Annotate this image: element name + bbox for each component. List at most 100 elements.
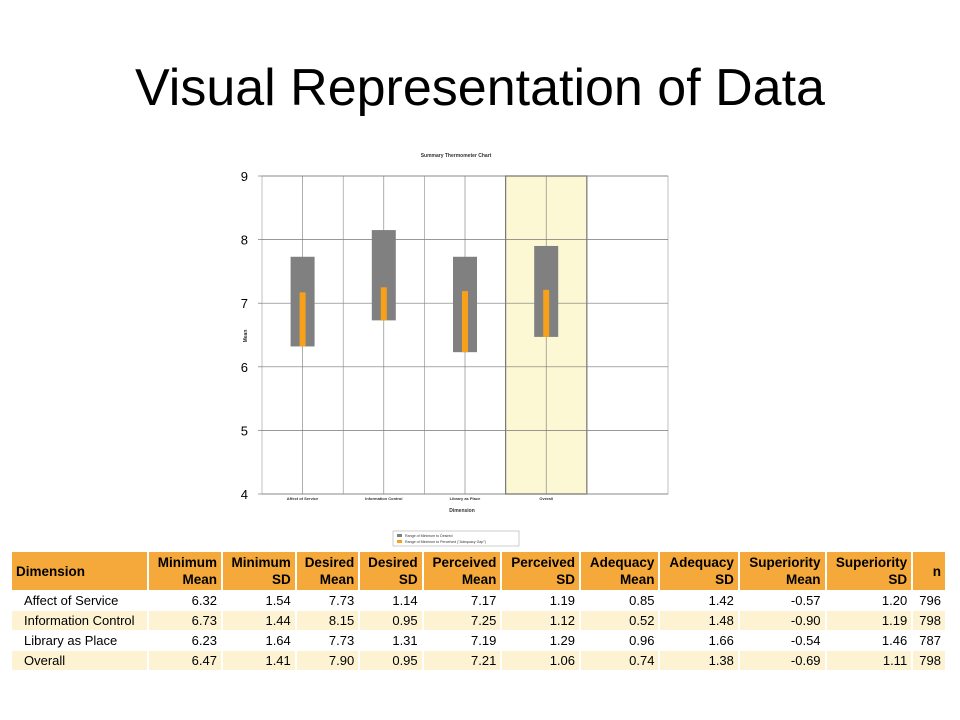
legend-label-min-desired: Range of Minimum to Desired — [405, 534, 453, 538]
x-tick-label-affect-of-service: Affect of Service — [287, 496, 319, 501]
legend-swatch-min-desired — [397, 534, 402, 537]
table-cell: -0.57 — [739, 591, 825, 610]
table-cell: 1.38 — [660, 651, 738, 670]
table-cell: 7.73 — [296, 591, 359, 610]
table-cell: 0.95 — [360, 651, 422, 670]
table-header-line: Superiority — [835, 555, 908, 570]
table-header-4: Desired SD — [360, 552, 422, 590]
summary-table: Dimension Minimum Mean Minimum SD Desired Mean… — [10, 551, 947, 671]
table-cell: 798 — [913, 611, 945, 630]
table-row: Overall 6.47 1.41 7.90 0.95 7.21 1.06 0.74 1.38-… — [12, 651, 945, 670]
x-tick-label-overall: Overall — [539, 496, 553, 501]
table-header-8: Adequacy SD — [660, 552, 738, 590]
table-cell: 1.44 — [222, 611, 295, 630]
table-header-line: Perceived — [432, 555, 497, 570]
table-header-line: n — [932, 563, 941, 579]
table-cell: 7.19 — [423, 631, 501, 650]
table-header-line: Mean — [319, 572, 355, 587]
table-header-2: Minimum SD — [222, 552, 295, 590]
table-header-line: Mean — [786, 572, 821, 587]
x-axis-label: Dimension — [449, 508, 475, 514]
table-cell: 1.46 — [826, 631, 912, 650]
y-axis-label: Mean — [243, 330, 249, 343]
table-cell: 0.52 — [581, 611, 659, 630]
table-cell: 7.17 — [423, 591, 501, 610]
table-cell: 1.42 — [660, 591, 738, 610]
table-header-0: Dimension — [12, 552, 148, 590]
table-cell: 787 — [913, 631, 945, 650]
table-cell: 1.19 — [826, 611, 912, 630]
table-header-line: Adequacy — [669, 555, 734, 570]
table-header-line: Minimum — [157, 555, 217, 570]
legend-label-min-perceived: Range of Minimum to Perceived ("Adequacy… — [405, 540, 486, 544]
bar-min-perceived-affect-of-service — [299, 292, 306, 347]
table-cell: 1.12 — [502, 611, 579, 630]
bar-min-perceived-library-as-place — [462, 291, 468, 353]
y-tick-label-6: 6 — [241, 360, 248, 375]
y-tick-label-7: 7 — [241, 296, 248, 311]
table-cell: 1.11 — [826, 651, 912, 670]
table-header-line: SD — [398, 572, 418, 587]
table-cell: 1.14 — [360, 591, 422, 610]
table-header-5: Perceived Mean — [423, 552, 501, 590]
table-cell: 8.15 — [296, 611, 359, 630]
chart-legend: Range of Minimum to Desired Range of Min… — [392, 530, 520, 547]
table-cell: 7.73 — [296, 631, 359, 650]
table-cell: 6.47 — [149, 651, 221, 670]
table-cell: 7.90 — [296, 651, 359, 670]
table-header-line: Mean — [461, 572, 497, 587]
table-header-1: Minimum Mean — [149, 552, 221, 590]
table-header-line: SD — [272, 572, 291, 587]
table-header-line: Mean — [619, 572, 655, 587]
table-cell: 1.54 — [222, 591, 295, 610]
table-header-line: Superiority — [749, 555, 821, 570]
table-cell: 1.31 — [360, 631, 422, 650]
y-tick-label-4: 4 — [241, 487, 248, 502]
table-header-7: Adequacy Mean — [581, 552, 659, 590]
table-cell: 796 — [913, 591, 945, 610]
table-cell: 1.48 — [660, 611, 738, 630]
table-header-line: Dimension — [16, 563, 86, 579]
table-cell: 7.25 — [423, 611, 501, 630]
table-cell: Affect of Service — [12, 591, 148, 610]
bar-min-perceived-overall — [543, 289, 550, 337]
table-cell: 6.32 — [149, 591, 221, 610]
y-tick-label-9: 9 — [241, 169, 248, 184]
table-header-line: Desired — [304, 555, 355, 570]
table-cell: 0.96 — [581, 631, 659, 650]
chart-title: Summary Thermometer Chart — [421, 153, 492, 159]
bar-min-perceived-information-control — [380, 287, 387, 321]
table-cell: 1.20 — [826, 591, 912, 610]
table-cell: Information Control — [12, 611, 148, 630]
table-header-10: Superiority SD — [826, 552, 912, 590]
table-cell: 1.66 — [660, 631, 738, 650]
table-header-line: Desired — [368, 555, 418, 570]
table-cell: 1.29 — [502, 631, 579, 650]
table-row: Affect of Service 6.32 1.54 7.73 1.14 7.17 1.1… — [12, 591, 945, 610]
table-cell: 1.19 — [502, 591, 579, 610]
table-header-11: n — [913, 552, 945, 590]
table-header-row: Dimension Minimum Mean Minimum SD Desired Mean… — [12, 552, 945, 590]
table-cell: 6.73 — [149, 611, 221, 630]
table-header-line: Perceived — [511, 555, 575, 570]
table-row: Library as Place 6.23 1.64 7.73 1.31 7.19 1.29… — [12, 631, 945, 650]
table-cell: -0.90 — [739, 611, 825, 630]
table-cell: Library as Place — [12, 631, 148, 650]
y-tick-label-5: 5 — [241, 423, 248, 438]
table-header-9: Superiority Mean — [739, 552, 825, 590]
table-cell: 1.41 — [222, 651, 295, 670]
table-cell: 0.85 — [581, 591, 659, 610]
x-tick-label-information-control: Information Control — [365, 496, 402, 501]
table-cell: -0.54 — [739, 631, 825, 650]
table-cell: 1.06 — [502, 651, 579, 670]
table-cell: 0.95 — [360, 611, 422, 630]
table-cell: 7.21 — [423, 651, 501, 670]
table-cell: -0.69 — [739, 651, 825, 670]
table-cell: 6.23 — [149, 631, 221, 650]
table-cell: Overall — [12, 651, 148, 670]
slide-title: Visual Representation of Data — [135, 59, 825, 117]
thermometer-chart: Summary Thermometer Chart 4 5 6 7 8 9 Affect o… — [241, 153, 669, 547]
legend-swatch-min-perceived — [397, 540, 402, 543]
table-cell: 798 — [913, 651, 945, 670]
table-cell: 1.64 — [222, 631, 295, 650]
